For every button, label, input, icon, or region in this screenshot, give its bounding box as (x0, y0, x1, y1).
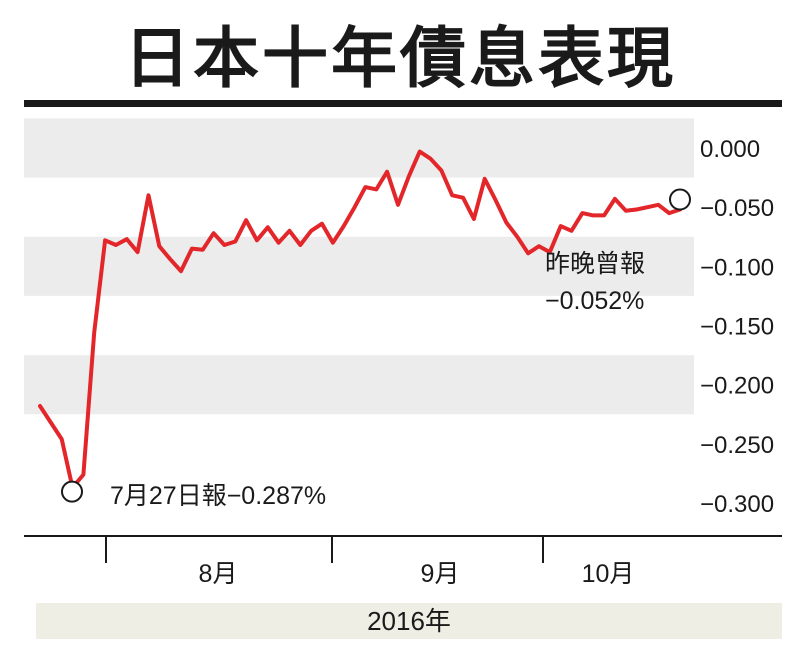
series-line (40, 152, 680, 488)
x-tick-label: 10月 (582, 560, 635, 588)
annotation-latest-value: −0.052% (545, 287, 644, 315)
x-tick-label: 9月 (421, 560, 460, 588)
y-tick-label: 0.000 (700, 136, 760, 163)
line-chart: 0.000 −0.050 −0.100 −0.150 −0.200 −0.250 −0.30… (0, 0, 800, 600)
y-tick-label: −0.250 (700, 432, 774, 459)
grid-band (24, 355, 694, 414)
x-tick-label: 8月 (199, 560, 238, 588)
y-tick-label: −0.150 (700, 314, 774, 341)
y-tick-labels: 0.000 −0.050 −0.100 −0.150 −0.200 −0.250 −0.30… (700, 136, 774, 518)
x-tick-marks: 8月 9月 10月 (106, 536, 634, 588)
y-tick-label: −0.100 (700, 254, 774, 281)
grid-band (24, 118, 694, 177)
y-tick-label: −0.050 (700, 195, 774, 222)
year-label: 2016年 (36, 603, 782, 639)
y-tick-label: −0.200 (700, 373, 774, 400)
annotation-low: 7月27日報−0.287% (110, 482, 326, 510)
y-tick-label: −0.300 (700, 491, 774, 518)
low-point-marker (62, 482, 82, 502)
annotation-latest-label: 昨晚曾報 (545, 250, 645, 278)
latest-point-marker (670, 190, 690, 210)
